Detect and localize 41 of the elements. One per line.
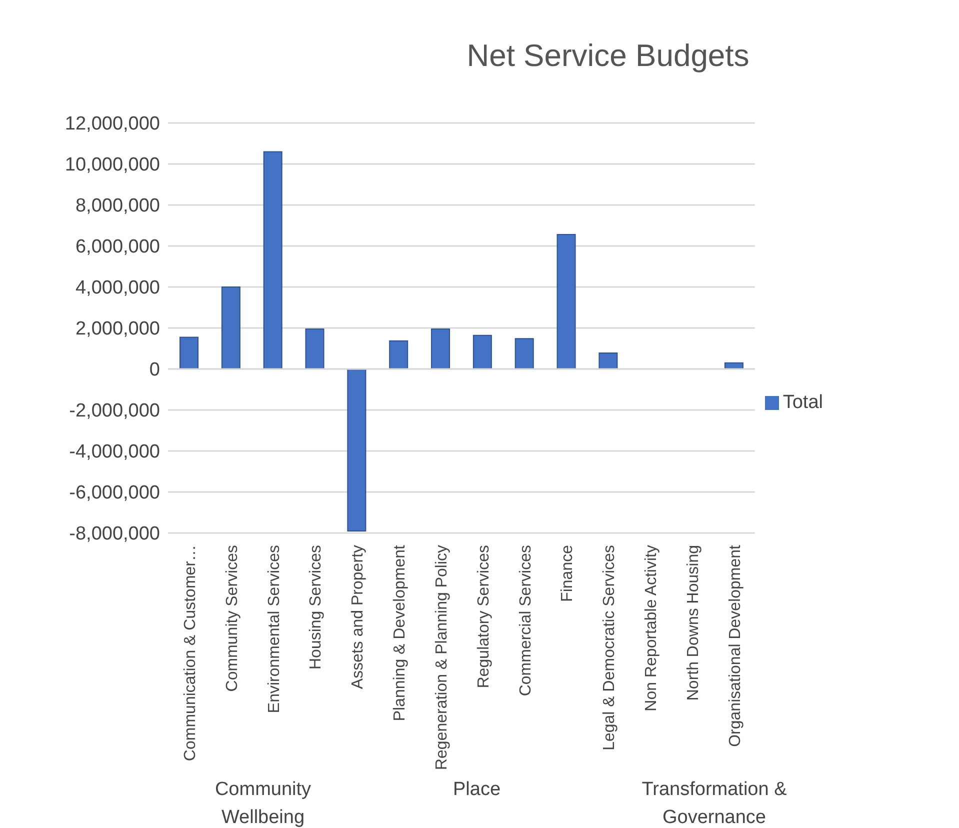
bar [263,151,282,370]
x-tick-label: Housing Services [308,545,325,670]
y-tick-label: 6,000,000 [75,236,160,258]
bar [472,334,492,370]
x-tick-label: Commercial Services [517,545,534,696]
y-tick-label: 12,000,000 [64,114,160,135]
bar [514,338,534,370]
bar [347,368,366,532]
x-tick-label: Organisational Development [726,544,744,747]
text: Place [452,778,502,802]
x-tick-label: Environmental Services [266,545,283,714]
x-tick-label: Regulatory Services [475,545,492,688]
bar [431,328,450,370]
x-tick-label: Assets and Property [350,545,367,690]
y-tick-label: -8,000,000 [69,524,160,545]
text: Community Wellbeing [214,778,312,828]
text: Transformation & Governance [640,778,788,828]
y-tick-label: 8,000,000 [75,196,160,217]
x-tick-label: Non Reportable Activity [643,545,660,712]
y-tick-label: 10,000,000 [64,154,160,176]
x-tick-label: North Downs Housing [684,545,702,701]
x-tick-label: Planning & Development [392,544,409,722]
bar [598,352,618,370]
legend-label: Total [782,392,823,413]
bar [221,286,240,370]
y-tick-label: 4,000,000 [75,278,160,299]
x-tick-label: Finance [559,544,576,602]
y-tick-label: 2,000,000 [75,318,160,340]
x-tick-label: Legal & Democratic Services [601,545,618,750]
x-tick-label: Communication & Customer… [182,545,199,762]
bar [305,328,324,370]
bar [180,336,198,370]
y-tick-label: -4,000,000 [69,442,160,463]
bar [389,340,408,370]
x-tick-label: Regeneration & Planning Policy [433,545,450,770]
y-tick-label: -2,000,000 [69,400,160,422]
y-tick-label: 0 [149,360,160,381]
x-tick-label: Community Services [224,545,241,692]
bar [556,234,576,370]
y-tick-label: -6,000,000 [69,482,160,504]
chart-title: Net Service Budgets [466,38,750,74]
